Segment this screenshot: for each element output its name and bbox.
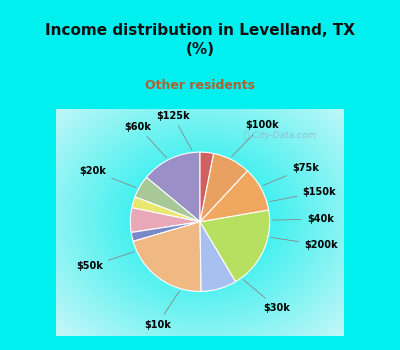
Text: $200k: $200k bbox=[271, 237, 338, 250]
Text: $100k: $100k bbox=[232, 120, 279, 157]
Text: $75k: $75k bbox=[263, 163, 319, 186]
Wedge shape bbox=[146, 152, 200, 222]
Wedge shape bbox=[130, 208, 200, 232]
Text: $125k: $125k bbox=[156, 111, 192, 150]
Text: $30k: $30k bbox=[244, 280, 290, 313]
Wedge shape bbox=[200, 210, 270, 282]
Wedge shape bbox=[200, 222, 236, 292]
Wedge shape bbox=[132, 197, 200, 222]
Text: Other residents: Other residents bbox=[145, 79, 255, 92]
Text: Income distribution in Levelland, TX
(%): Income distribution in Levelland, TX (%) bbox=[45, 23, 355, 57]
Text: $60k: $60k bbox=[124, 122, 166, 158]
Text: ⓘ City-Data.com: ⓘ City-Data.com bbox=[244, 131, 317, 140]
Wedge shape bbox=[200, 171, 269, 222]
Text: $40k: $40k bbox=[272, 214, 334, 224]
Text: $50k: $50k bbox=[76, 252, 134, 272]
Wedge shape bbox=[133, 222, 201, 292]
Text: $10k: $10k bbox=[144, 291, 180, 329]
Wedge shape bbox=[135, 177, 200, 222]
Wedge shape bbox=[200, 152, 214, 222]
Text: $150k: $150k bbox=[270, 187, 336, 202]
Wedge shape bbox=[131, 222, 200, 242]
Wedge shape bbox=[200, 153, 248, 222]
Text: $20k: $20k bbox=[79, 166, 136, 188]
